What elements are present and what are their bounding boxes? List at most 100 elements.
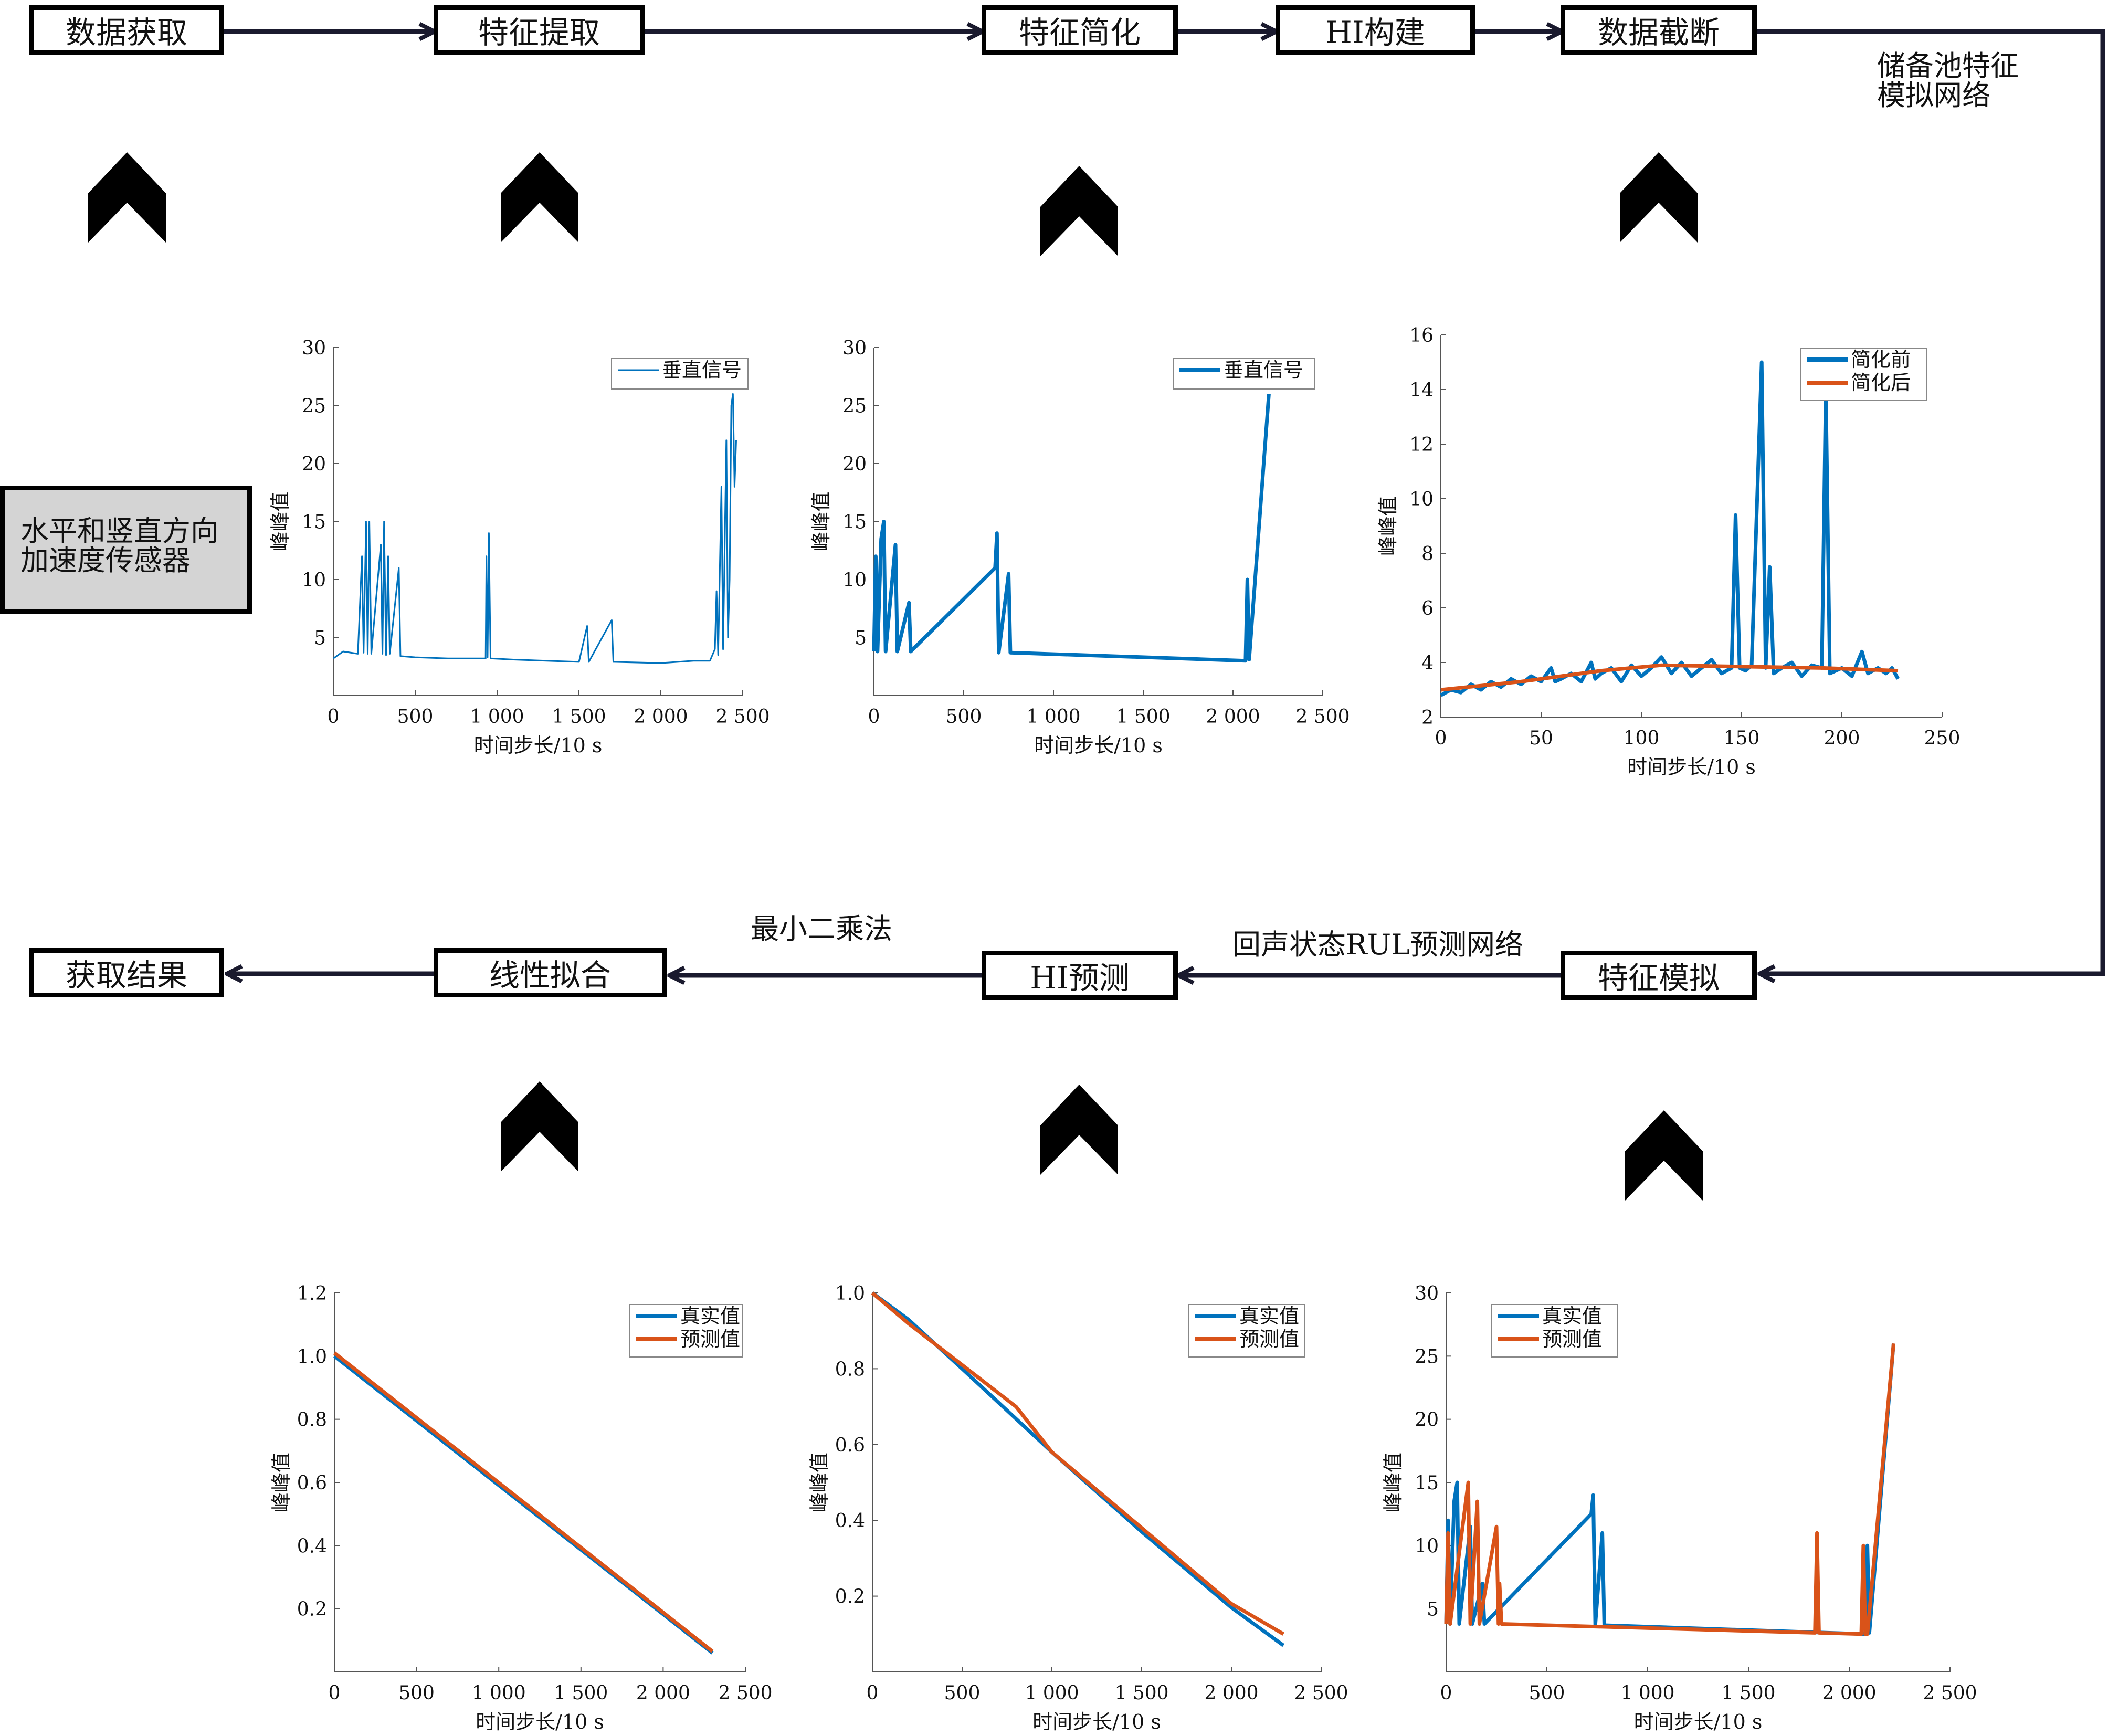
flow-arrows xyxy=(223,29,2105,975)
y-axis-label: 峰峰值 xyxy=(270,1453,293,1512)
sensor-box: 水平和竖直方向 加速度传感器 xyxy=(0,486,252,614)
chevron-up-icon xyxy=(1040,1085,1118,1175)
chart-raw-signal: 0 500 1 000 1 500 2 000 2 500 5 10 15 20 25 30 时间步长/… xyxy=(269,338,770,757)
y-tick-label: 14 xyxy=(1409,380,1434,401)
chevron-up-icon xyxy=(1620,152,1698,243)
chevron-up-icon xyxy=(1040,166,1118,256)
y-tick-label: 0.8 xyxy=(297,1409,327,1431)
step-linear-fit[interactable]: 线性拟合 xyxy=(434,948,667,997)
y-tick-label: 1.0 xyxy=(297,1346,327,1367)
chart-feature-fit: 0 500 1 000 1 500 2 000 2 500 5 10 15 20 25 30 时间步长/… xyxy=(1382,1283,1977,1733)
y-tick-label: 20 xyxy=(1415,1409,1439,1431)
sensor-line-2: 加速度传感器 xyxy=(20,544,191,577)
series-line xyxy=(333,1351,714,1653)
x-tick-label: 250 xyxy=(1924,728,1961,749)
axis-frame xyxy=(333,348,743,696)
y-tick-label: 8 xyxy=(1421,543,1434,565)
x-tick-label: 1 500 xyxy=(1114,1682,1168,1704)
y-tick-label: 5 xyxy=(1427,1599,1439,1621)
x-tick-label: 1 500 xyxy=(1721,1682,1775,1704)
step-data-acquire[interactable]: 数据获取 xyxy=(29,5,224,55)
x-tick-label: 2 000 xyxy=(1206,706,1260,728)
y-axis-label: 峰峰值 xyxy=(1376,496,1399,556)
legend-label: 预测值 xyxy=(1542,1328,1602,1351)
step-result[interactable]: 获取结果 xyxy=(29,948,224,997)
chevron-up-icon xyxy=(501,152,578,243)
echo-rul-label: 回声状态RUL预测网络 xyxy=(1232,928,1524,961)
sensor-line-1: 水平和竖直方向 xyxy=(20,514,219,548)
x-tick-label: 1 000 xyxy=(1025,1682,1079,1704)
y-tick-label: 10 xyxy=(1415,1535,1439,1557)
x-tick-label: 2 000 xyxy=(1822,1682,1876,1704)
y-tick-label: 15 xyxy=(302,512,326,533)
chart-hi-predict: 0 500 1 000 1 500 2 000 2 500 0.2 0.4 0.6 0.8 1.0 时… xyxy=(808,1283,1348,1733)
arrow-truncate-to-simulate xyxy=(1756,29,2105,974)
y-axis-label: 峰峰值 xyxy=(809,491,832,551)
y-tick-label: 1.2 xyxy=(297,1283,327,1304)
x-tick-label: 2 500 xyxy=(1294,1682,1348,1704)
step-feature-extract[interactable]: 特征提取 xyxy=(434,5,645,55)
step-hi-predict[interactable]: HI预测 xyxy=(982,951,1178,1000)
reservoir-line-1: 储备池特征 xyxy=(1877,49,2019,82)
x-tick-label: 500 xyxy=(1529,1682,1565,1704)
legend: 垂直信号 xyxy=(1173,358,1315,390)
step-feature-simplify[interactable]: 特征简化 xyxy=(982,5,1178,55)
reservoir-line-2: 模拟网络 xyxy=(1877,79,1990,112)
x-tick-label: 100 xyxy=(1624,728,1660,749)
x-axis-label: 时间步长/10 s xyxy=(474,734,603,757)
y-tick-label: 5 xyxy=(855,628,867,649)
step-hi-build[interactable]: HI构建 xyxy=(1276,5,1475,55)
chart-simplified: 0 500 1 000 1 500 2 000 2 500 5 10 15 20 25 30 时间步长/… xyxy=(809,338,1350,757)
legend-label: 真实值 xyxy=(680,1304,740,1328)
chevron-up-icon xyxy=(501,1081,578,1172)
x-axis-label: 时间步长/10 s xyxy=(1634,1710,1763,1733)
y-tick-label: 0.4 xyxy=(297,1535,327,1557)
chart-hi-construct: 0 50 100 150 200 250 2 4 6 8 10 12 14 16 时间步长/10 s 峰峰值 简… xyxy=(1376,325,1960,778)
y-tick-label: 1.0 xyxy=(835,1283,865,1304)
x-tick-label: 0 xyxy=(1435,728,1447,749)
y-tick-label: 0.6 xyxy=(835,1435,865,1456)
step-data-truncate[interactable]: 数据截断 xyxy=(1561,5,1757,55)
series-line xyxy=(333,393,737,664)
x-axis-label: 时间步长/10 s xyxy=(1034,734,1163,757)
legend-label: 真实值 xyxy=(1239,1304,1299,1328)
x-tick-label: 0 xyxy=(867,1682,879,1704)
x-tick-label: 1 500 xyxy=(552,706,606,728)
axis-frame xyxy=(873,348,1323,696)
y-tick-label: 25 xyxy=(302,396,326,417)
y-tick-label: 10 xyxy=(302,570,326,591)
x-tick-label: 500 xyxy=(946,706,982,728)
y-axis-label: 峰峰值 xyxy=(269,491,292,551)
x-tick-label: 1 500 xyxy=(1116,706,1170,728)
y-tick-label: 0.2 xyxy=(297,1599,327,1621)
x-tick-label: 2 500 xyxy=(718,1682,772,1704)
x-axis-label: 时间步长/10 s xyxy=(1032,1710,1161,1733)
x-tick-label: 2 500 xyxy=(1923,1682,1977,1704)
y-tick-label: 20 xyxy=(302,454,326,475)
x-tick-label: 2 000 xyxy=(634,706,688,728)
y-tick-label: 5 xyxy=(314,628,326,649)
x-tick-label: 1 000 xyxy=(472,1682,526,1704)
x-tick-label: 1 000 xyxy=(1026,706,1080,728)
y-tick-label: 16 xyxy=(1409,325,1434,346)
x-tick-label: 200 xyxy=(1824,728,1860,749)
legend-label: 垂直信号 xyxy=(1224,359,1303,382)
chevron-up-icon xyxy=(88,152,166,243)
y-tick-label: 0.8 xyxy=(835,1359,865,1380)
legend-label: 真实值 xyxy=(1542,1304,1602,1328)
x-tick-label: 500 xyxy=(397,706,434,728)
x-tick-label: 0 xyxy=(329,1682,341,1704)
series-line xyxy=(1440,663,1899,692)
least-squares-label: 最小二乘法 xyxy=(751,912,892,945)
y-tick-label: 30 xyxy=(1415,1283,1439,1304)
chart-linear: 0 500 1 000 1 500 2 000 2 500 0.2 0.4 0.6 0.8 1.0 1… xyxy=(270,1283,773,1733)
y-axis-label: 峰峰值 xyxy=(808,1453,831,1512)
step-feature-sim[interactable]: 特征模拟 xyxy=(1561,951,1757,1000)
y-tick-label: 10 xyxy=(1409,489,1434,510)
reservoir-label: 储备池特征 模拟网络 xyxy=(1877,51,2019,110)
x-tick-label: 0 xyxy=(868,706,880,728)
y-tick-label: 15 xyxy=(842,512,867,533)
